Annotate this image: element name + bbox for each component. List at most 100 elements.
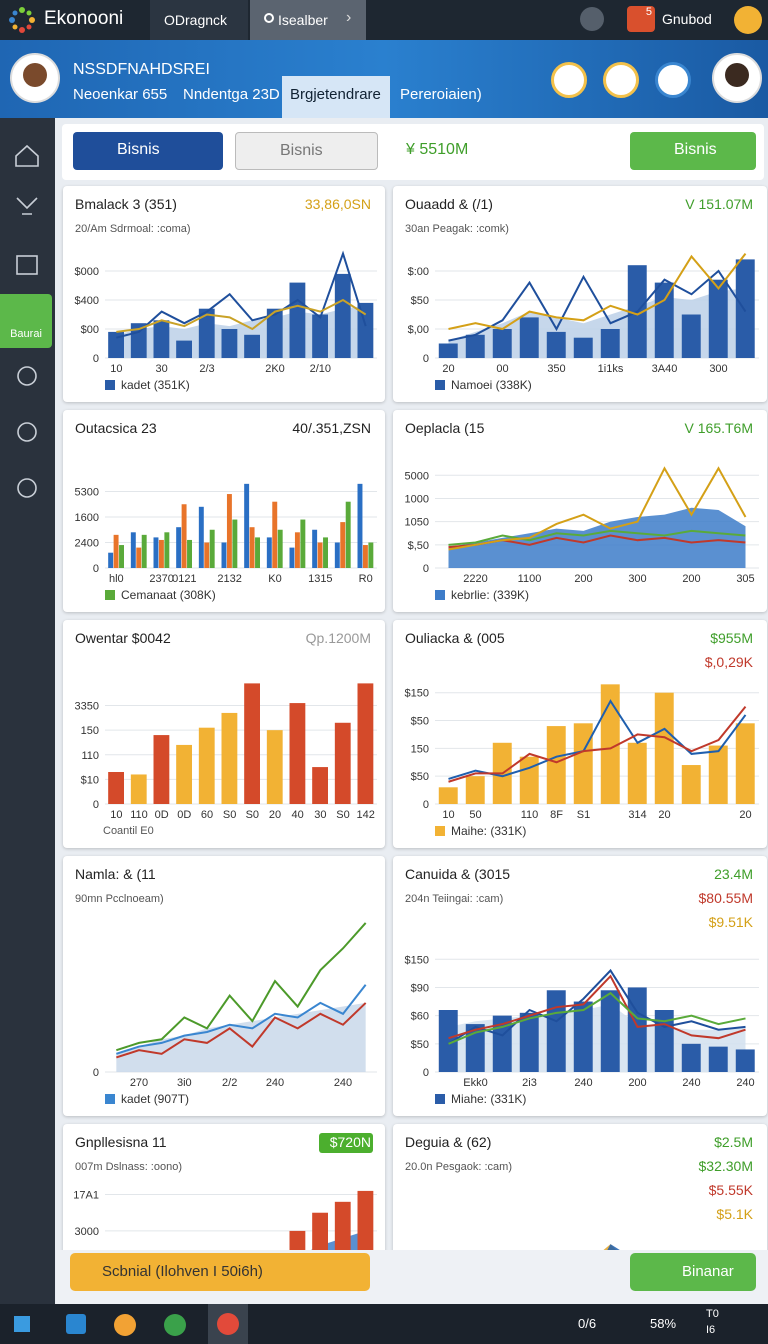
line [448,991,746,1045]
bar [492,329,512,358]
bar [300,519,306,568]
annotation: 40/.351,ZSN [292,420,371,436]
app-icon[interactable] [164,1314,186,1336]
app-icon-active[interactable] [208,1304,248,1344]
x-tick-label: 10 [110,809,122,821]
bar [176,527,182,568]
bar [289,703,306,804]
header-tab[interactable]: Pereroiaien) [400,86,482,103]
notification-badge[interactable]: 5 [627,6,655,32]
annotation: $720N [330,1134,371,1150]
y-tick-label: 1600 [75,512,99,524]
bar [176,340,192,358]
x-tick-label: 2370 [149,573,173,585]
filter-dropdown[interactable]: Bisnis [73,132,223,170]
header-icon[interactable] [551,62,587,98]
bar [244,683,260,804]
search-button[interactable]: Binanar [630,1253,756,1291]
bar [600,990,620,1072]
bottom-button[interactable]: Scbnial (Ilohven I 50i6h) [70,1253,370,1291]
x-tick-label: 2132 [217,573,241,585]
annotation: $80.55M [699,890,753,906]
header-tab[interactable]: Neoenkar 655 [73,86,168,103]
sidebar-icons [15,144,39,498]
y-tick-label: $,00 [408,324,429,336]
bar [519,756,539,804]
x-tick-label: 200 [628,1077,646,1089]
legend-label: Namoei (338K) [451,378,532,392]
bar [735,723,755,804]
annotation: 33,86,0SN [305,196,371,212]
icon[interactable] [580,7,604,31]
bar [153,537,159,568]
chart: Owentar $0042 Qp.1200M 0 $10 110 150 3350 10 110… [75,630,377,837]
y-tick-label: $400 [75,295,99,307]
header-icon[interactable] [603,62,639,98]
x-tick-label: 1315 [308,573,332,585]
x-tick-label: 240 [574,1077,592,1089]
bar [198,308,215,358]
x-tick-label: 142 [356,809,374,821]
bar [368,542,374,568]
header-tab[interactable]: Nndentga 23D [183,86,280,103]
bar [187,539,192,568]
bar [438,343,458,358]
bar [492,1015,512,1072]
x-tick-label: S0 [223,809,236,821]
tab[interactable]: ODragnck [150,0,248,40]
chart: Gnpllesisna 11 007m Dslnass: :oono) $720N 3… [73,1133,377,1252]
y-tick-label: $90 [411,982,429,994]
x-tick-label: 240 [736,1077,754,1089]
start-icon[interactable] [14,1316,30,1332]
bar [334,722,351,804]
y-tick-label: 3000 [75,1226,99,1238]
filter-value[interactable]: ¥ 5510M [406,141,469,158]
badge [319,1133,373,1153]
bar [255,537,260,568]
chart-subtitle: 20/Am Sdrmoal: :coma) [75,223,191,235]
user-name[interactable]: Gnubod [662,11,712,27]
line [116,1002,367,1059]
area [448,507,746,568]
bar [573,337,593,358]
line [116,298,367,333]
bar [312,314,328,358]
filter-button[interactable]: Bisnis [630,132,756,170]
chart-title: Outacsica 23 [75,420,157,436]
bar [317,542,323,568]
chart-title: Bmalack 3 (351) [75,196,177,212]
user-icon[interactable] [734,6,762,34]
y-tick-label: $000 [75,266,99,278]
app-icon[interactable] [66,1314,86,1334]
y-tick-label: $50 [411,716,429,728]
y-tick-label: $150 [405,688,429,700]
bar [362,545,368,568]
bar [546,331,566,358]
filter-input[interactable]: Bisnis [235,132,378,170]
x-tick-label: 2220 [463,573,487,585]
bar [221,542,227,568]
line [116,250,367,339]
x-tick-label: 200 [574,573,592,585]
y-tick-label: $50 [411,295,429,307]
header-tab-active[interactable]: Brgjetendrare [282,76,390,118]
bar [654,692,674,804]
header-icon[interactable] [655,62,691,98]
bar [573,1001,593,1072]
y-tick-label: 0 [93,563,99,575]
bar [334,542,340,568]
chart-card: Gnpllesisna 11 007m Dslnass: :oono) $720N 3… [63,1124,385,1252]
line [116,984,367,1055]
sidebar-active[interactable]: Baurai [0,294,52,348]
app-icon[interactable] [114,1314,136,1336]
chart-card: Ouliacka & (005 $955M $,0,29K 0 $50 150 $50 $15… [393,620,767,848]
bar [573,723,593,804]
bar [357,302,374,358]
bar [226,494,232,568]
top-bar: Ekonooni ODragnck Isealber › 5 Gnubod [0,0,768,40]
legend-label: kadet (351K) [121,378,190,392]
x-tick-label: 270 [130,1077,148,1089]
chart-title: Canuida & (3015 [405,866,510,882]
chart: Bmalack 3 (351) 20/Am Sdrmoal: :coma) 33,8… [75,196,377,392]
